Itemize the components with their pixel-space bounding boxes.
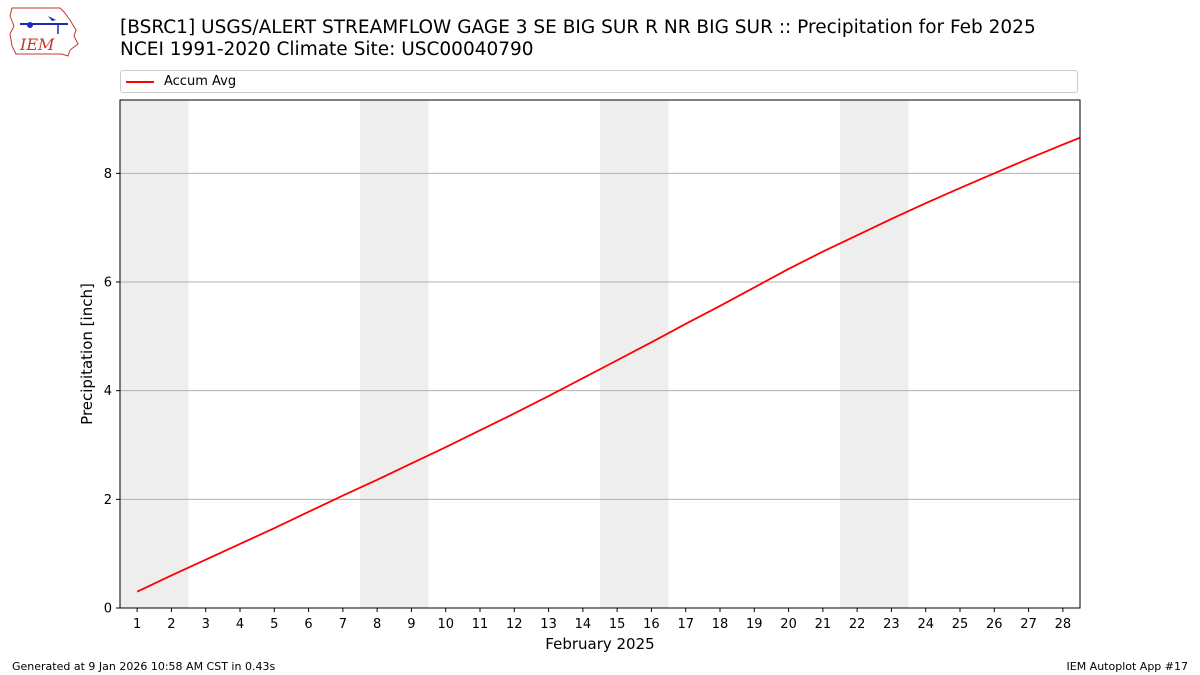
title-line-2: NCEI 1991-2020 Climate Site: USC00040790	[120, 39, 534, 60]
x-tick-label: 17	[677, 617, 694, 632]
x-tick-label: 6	[304, 617, 312, 632]
x-tick-label: 14	[575, 617, 592, 632]
x-axis-label: February 2025	[545, 635, 654, 653]
x-tick-label: 21	[815, 617, 832, 632]
y-axis-label: Precipitation [inch]	[78, 283, 96, 425]
x-tick-label: 15	[609, 617, 626, 632]
x-tick-label: 19	[746, 617, 763, 632]
series-line-accum-avg	[136, 136, 1080, 593]
x-tick-label: 24	[917, 617, 934, 632]
x-tick-label: 4	[236, 617, 244, 632]
legend-swatch-accum-avg	[126, 81, 154, 83]
x-tick-label: 3	[202, 617, 210, 632]
legend-label-accum-avg: Accum Avg	[164, 74, 237, 89]
x-tick-label: 23	[883, 617, 900, 632]
plot-frame	[119, 99, 1081, 609]
x-tick-label: 11	[472, 617, 489, 632]
weekend-band	[120, 100, 189, 608]
app-label: IEM Autoplot App #17	[1066, 660, 1189, 673]
x-tick-label: 7	[339, 617, 347, 632]
x-tick-label: 26	[986, 617, 1003, 632]
x-tick-label: 10	[437, 617, 454, 632]
x-tick-label: 20	[780, 617, 797, 632]
y-tick-label: 4	[104, 384, 112, 399]
y-tick-label: 2	[104, 493, 112, 508]
x-tick-label: 22	[849, 617, 866, 632]
x-tick-label: 27	[1020, 617, 1037, 632]
x-tick-label: 1	[133, 617, 141, 632]
x-tick-label: 28	[1055, 617, 1072, 632]
x-tick-label: 16	[643, 617, 660, 632]
generated-timestamp: Generated at 9 Jan 2026 10:58 AM CST in …	[12, 660, 276, 673]
y-tick-label: 6	[104, 276, 112, 291]
x-tick-label: 18	[712, 617, 729, 632]
x-tick-label: 5	[270, 617, 278, 632]
chart-title: [BSRC1] USGS/ALERT STREAMFLOW GAGE 3 SE …	[120, 17, 1036, 61]
weekend-band	[360, 100, 429, 608]
iem-logo-icon: IEM	[9, 7, 79, 57]
x-tick-label: 2	[167, 617, 175, 632]
y-tick-label: 8	[104, 167, 112, 182]
legend: Accum Avg	[120, 70, 1078, 93]
x-tick-label: 25	[952, 617, 969, 632]
title-line-1: [BSRC1] USGS/ALERT STREAMFLOW GAGE 3 SE …	[120, 17, 1036, 38]
x-tick-label: 8	[373, 617, 381, 632]
weekend-band	[600, 100, 669, 608]
logo-text: IEM	[19, 35, 55, 54]
x-tick-label: 12	[506, 617, 523, 632]
x-tick-label: 9	[407, 617, 415, 632]
weekend-band	[840, 100, 909, 608]
x-tick-label: 13	[540, 617, 557, 632]
y-tick-label: 0	[104, 602, 112, 617]
